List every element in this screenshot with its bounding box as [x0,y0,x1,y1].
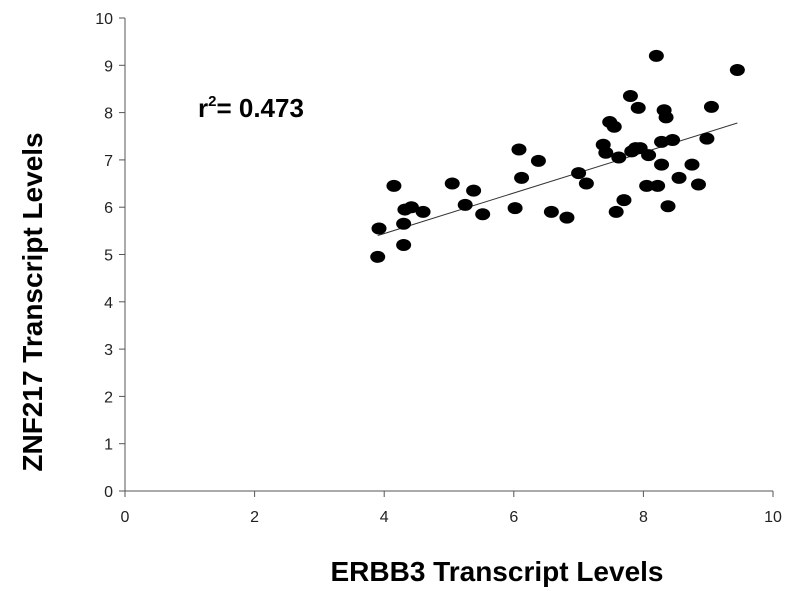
data-point [598,146,614,159]
data-point [660,200,676,213]
data-point [444,177,460,190]
data-point [639,179,655,192]
x-tick-label: 2 [250,509,259,526]
data-point [658,111,674,124]
data-point [611,151,627,164]
x-tick-label: 6 [509,509,518,526]
data-point [690,178,706,191]
data-point [403,201,419,214]
data-point [703,100,719,113]
data-point [699,132,715,145]
y-tick-label: 3 [104,342,113,359]
x-axis-title: ERBB3 Transcript Levels [330,556,663,587]
y-tick-label: 4 [104,295,113,312]
data-point [684,158,700,171]
data-point [616,194,632,207]
y-tick-label: 9 [104,58,113,75]
data-point [511,143,527,156]
data-point [370,250,386,263]
y-tick-label: 1 [104,437,113,454]
data-point [665,134,681,147]
y-tick-label: 7 [104,153,113,170]
y-tick-label: 0 [104,484,113,501]
data-point [578,177,594,190]
data-point [466,184,482,197]
y-tick-label: 8 [104,106,113,123]
data-point [543,205,559,218]
data-points [370,49,745,263]
data-point [396,239,412,252]
data-point [622,90,638,103]
x-tick-label: 0 [121,509,130,526]
data-point [729,64,745,77]
data-point [457,198,473,211]
data-point [507,202,523,215]
y-axis-title: ZNF217 Transcript Levels [17,132,48,471]
data-point [571,167,587,180]
data-point [654,158,670,171]
data-point [386,179,402,192]
x-tick-label: 10 [764,509,782,526]
data-point [514,171,530,184]
axes [124,18,773,492]
data-point [671,171,687,184]
data-point [559,211,575,224]
data-point [530,154,546,167]
data-point [641,149,657,162]
data-point [475,208,491,221]
x-tick-label: 4 [380,509,389,526]
x-ticks: 0 2 4 6 8 10 [121,491,782,526]
y-tick-label: 2 [104,389,113,406]
data-point [371,222,387,235]
data-point [415,205,431,218]
data-point [630,101,646,114]
data-point [606,120,622,133]
r-squared-annotation: r2= 0.473 [198,93,304,123]
x-tick-label: 8 [639,509,648,526]
data-point [650,179,666,192]
y-ticks: 0 1 2 3 4 5 6 7 8 9 10 [95,11,125,501]
data-point [648,49,664,62]
y-tick-label: 10 [95,11,113,28]
y-tick-label: 6 [104,200,113,217]
y-tick-label: 5 [104,248,113,265]
data-point [608,205,624,218]
data-point [396,217,412,230]
